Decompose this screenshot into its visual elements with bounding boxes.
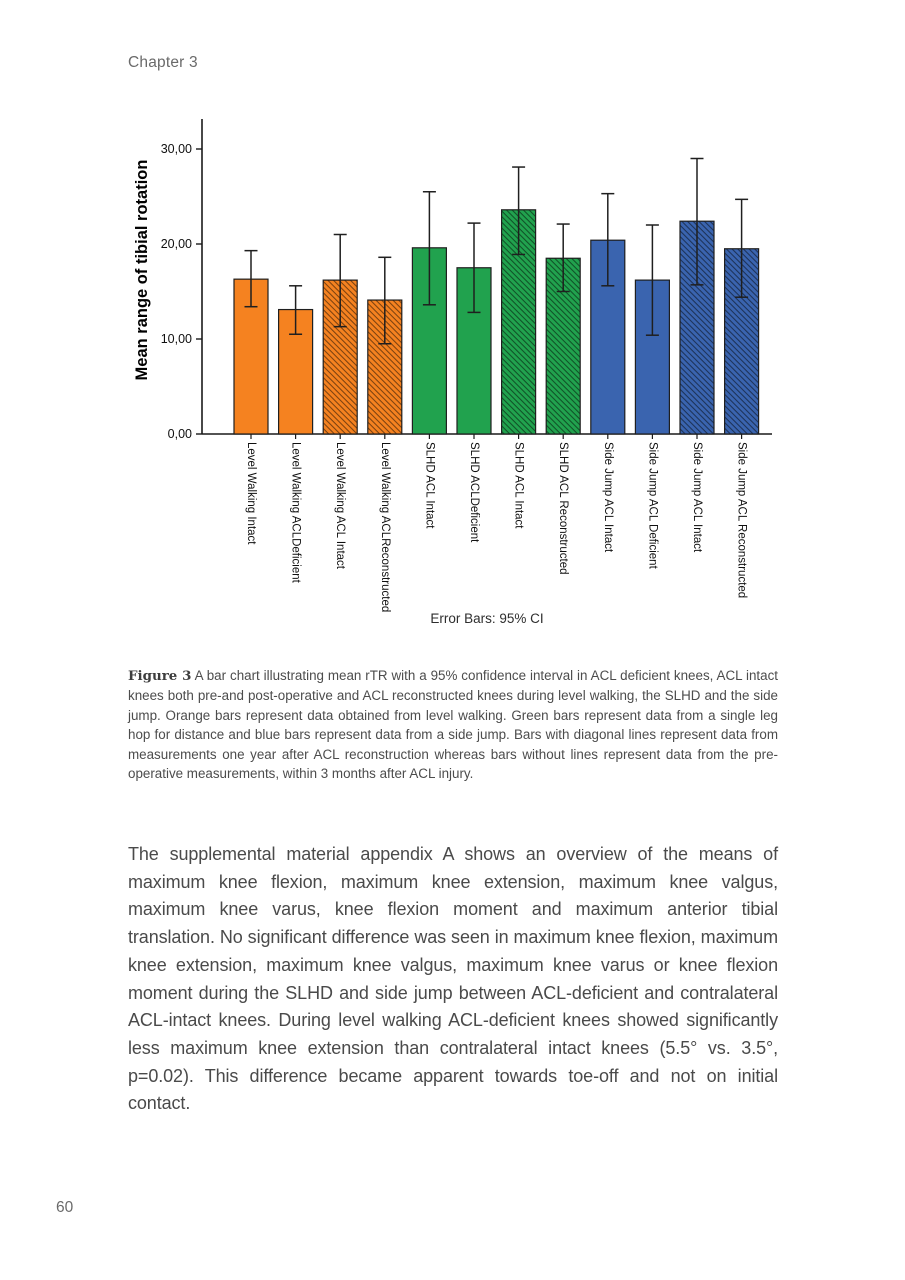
figure-3: 0,00 10,00 20,00 30,00 Mean range of tibial …	[130, 110, 792, 660]
x-tick-label-4: SLHD ACL Intact	[423, 442, 435, 529]
x-tick-label-1: Level Walking ACLDeficient	[290, 442, 302, 584]
x-tick-label-10: Side Jump ACL Intact	[691, 442, 703, 553]
x-tick-label-11: Side Jump ACL Reconstructed	[736, 442, 748, 598]
bars: Level Walking Intact Level Walking ACLDef…	[233, 157, 760, 612]
figure-caption: Figure 3 A bar chart illustrating mean r…	[128, 666, 778, 783]
y-axis-ticks: 0,00 10,00 20,00 30,00	[161, 142, 202, 441]
figure-caption-label: Figure 3	[128, 668, 192, 684]
y-tick-label: 30,00	[161, 142, 192, 156]
x-tick-label-6: SLHD ACL Intact	[513, 442, 525, 529]
figure-caption-text: A bar chart illustrating mean rTR with a…	[128, 668, 779, 782]
x-tick-label-8: Side Jump ACL Intact	[602, 442, 614, 553]
x-tick-label-5: SLHD ACLDeficient	[468, 442, 480, 543]
chapter-header: Chapter 3	[128, 54, 198, 71]
body-paragraph: The supplemental material appendix A sho…	[128, 844, 778, 1114]
y-tick-label: 0,00	[168, 427, 192, 441]
mean-tibial-rotation-bar-chart: 0,00 10,00 20,00 30,00 Mean range of tibial …	[133, 119, 772, 626]
y-tick-label: 20,00	[161, 237, 192, 251]
y-axis-title: Mean range of tibial rotation	[133, 160, 151, 381]
x-tick-label-7: SLHD ACL Reconstructed	[557, 442, 569, 575]
x-tick-label-3: Level Walking ACLReconstructed	[379, 442, 391, 612]
error-bars-footnote: Error Bars: 95% CI	[430, 611, 543, 626]
y-tick-label: 10,00	[161, 332, 192, 346]
x-tick-label-2: Level Walking ACL Intact	[334, 442, 346, 570]
page-number: 60	[56, 1199, 74, 1216]
x-tick-label-0: Level Walking Intact	[245, 442, 257, 545]
x-tick-label-9: Side Jump ACL Deficient	[646, 442, 658, 570]
